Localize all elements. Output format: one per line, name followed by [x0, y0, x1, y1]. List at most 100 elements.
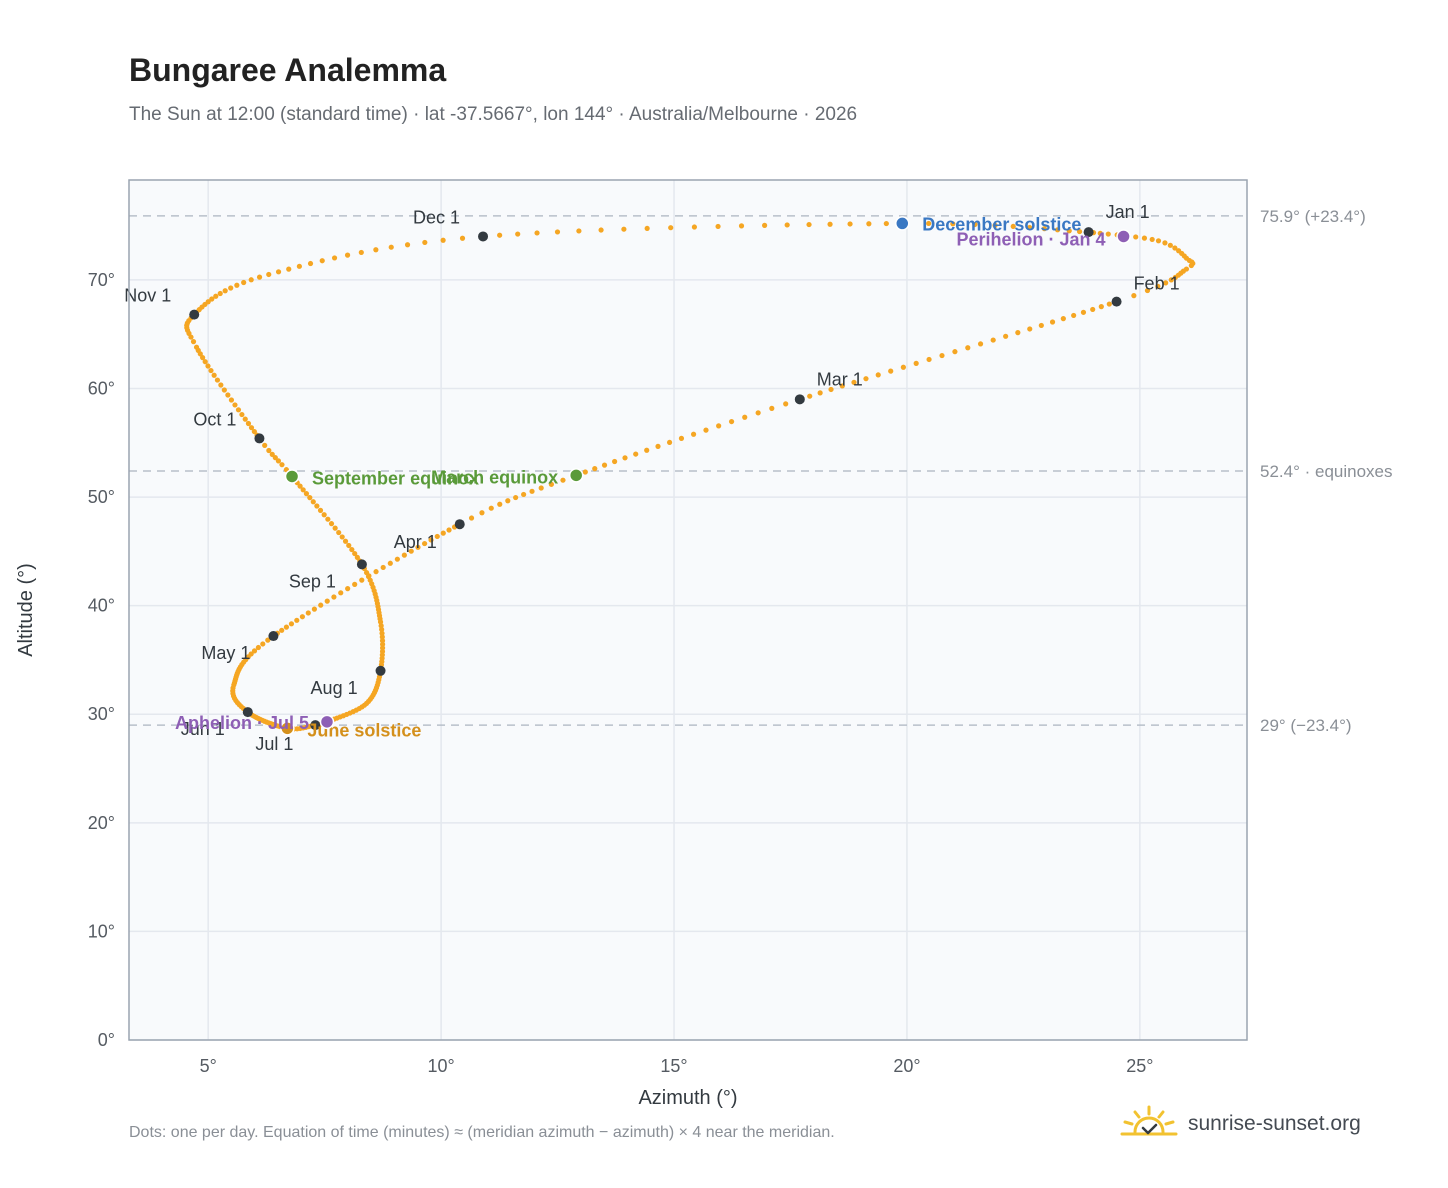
month-marker	[268, 631, 279, 642]
daily-dot	[866, 221, 872, 227]
daily-dot	[239, 411, 245, 418]
month-label: Aug 1	[311, 678, 358, 698]
daily-dot	[440, 530, 446, 536]
daily-dot	[950, 221, 956, 227]
month-marker	[478, 231, 489, 242]
daily-dot	[332, 525, 338, 531]
reference-line-label: 29° (−23.4°)	[1260, 716, 1352, 735]
daily-dot	[394, 556, 400, 562]
daily-dot	[1133, 234, 1139, 240]
plot-border	[128, 179, 1248, 1041]
y-tick-label: 30°	[88, 704, 115, 724]
daily-dot	[248, 425, 255, 431]
daily-dot	[222, 288, 228, 294]
event-marker	[284, 469, 300, 484]
daily-dot	[1090, 306, 1096, 313]
daily-dot	[324, 598, 330, 604]
x-tick-label: 20°	[893, 1056, 920, 1076]
daily-dot	[926, 220, 932, 227]
daily-dot	[1041, 226, 1047, 232]
month-marker	[454, 519, 465, 530]
daily-dot	[218, 382, 224, 388]
daily-dot	[1167, 242, 1173, 248]
daily-dot	[1155, 238, 1162, 244]
daily-dot	[1015, 330, 1021, 336]
chart-subtitle: The Sun at 12:00 (standard time) · lat -…	[129, 104, 858, 125]
month-label: May 1	[201, 643, 250, 663]
daily-dot	[755, 410, 761, 416]
daily-dot	[497, 501, 503, 507]
daily-dot	[269, 451, 275, 457]
x-axis-label: Azimuth (°)	[638, 1087, 737, 1109]
daily-dot	[926, 356, 932, 363]
daily-dot	[314, 503, 320, 509]
y-tick-label: 50°	[88, 487, 115, 507]
month-marker	[1111, 296, 1122, 307]
daily-dot	[359, 577, 365, 583]
daily-dot	[875, 372, 881, 378]
daily-dot	[294, 617, 300, 623]
daily-dot	[703, 427, 709, 433]
daily-dot	[847, 221, 853, 227]
daily-dot	[863, 376, 869, 382]
chart-title: Bungaree Analemma	[129, 52, 447, 88]
x-tick-label: 10°	[427, 1056, 454, 1076]
brand-logo[interactable]: sunrise-sunset.org	[1120, 1104, 1361, 1144]
daily-dot	[576, 228, 582, 234]
month-markers: Jan 1 Feb 1 Mar 1 Apr 1 May 1 Jun 1 Jul 1 Aug 1…	[124, 202, 1179, 754]
daily-dot	[434, 533, 440, 540]
daily-dot	[336, 529, 342, 536]
daily-dot	[255, 644, 261, 651]
daily-dot	[279, 462, 285, 468]
daily-dot	[913, 360, 919, 366]
daily-dot	[234, 282, 240, 288]
daily-dot	[1172, 274, 1178, 280]
daily-dot	[1188, 262, 1194, 269]
y-axis-label: Altitude (°)	[15, 563, 37, 657]
daily-dot	[228, 285, 234, 291]
daily-dot	[655, 443, 661, 449]
y-tick-label: 20°	[88, 813, 115, 833]
daily-dot	[232, 402, 238, 408]
daily-dot	[272, 455, 278, 461]
daily-dot	[560, 477, 566, 483]
daily-dot	[260, 641, 266, 647]
daily-dot	[225, 392, 231, 398]
event-label: March equinox	[431, 467, 558, 487]
daily-dot	[1003, 333, 1009, 339]
daily-dot	[548, 481, 554, 487]
daily-dot	[300, 487, 306, 493]
daily-dot	[251, 648, 258, 654]
daily-dot	[459, 235, 466, 241]
daily-dot	[342, 538, 349, 544]
daily-dot	[387, 560, 393, 566]
daily-dot	[1038, 322, 1044, 329]
daily-dot	[1066, 228, 1072, 234]
daily-dot	[601, 462, 608, 468]
event-marker	[568, 468, 584, 483]
daily-dot	[388, 244, 394, 250]
daily-dot	[738, 223, 745, 229]
daily-dot	[331, 594, 337, 600]
daily-dot	[1106, 301, 1112, 307]
daily-dot	[193, 344, 200, 350]
daily-dot	[728, 418, 735, 425]
event-label: Aphelion · Jul 5	[175, 713, 309, 733]
daily-dot	[1060, 316, 1066, 322]
daily-dot	[288, 621, 295, 627]
daily-dot	[1098, 304, 1104, 310]
daily-dot	[851, 379, 857, 385]
month-marker	[254, 433, 265, 444]
month-label: Jan 1	[1106, 202, 1150, 222]
daily-dot	[373, 569, 379, 575]
daily-dot	[265, 637, 271, 643]
daily-dot	[582, 469, 588, 475]
daily-dot	[421, 540, 428, 547]
daily-dot	[468, 515, 475, 521]
daily-dot	[214, 377, 221, 383]
daily-dot	[1144, 287, 1151, 294]
daily-dot	[678, 435, 685, 441]
plot-area	[129, 180, 1247, 1040]
daily-dot	[415, 544, 421, 550]
